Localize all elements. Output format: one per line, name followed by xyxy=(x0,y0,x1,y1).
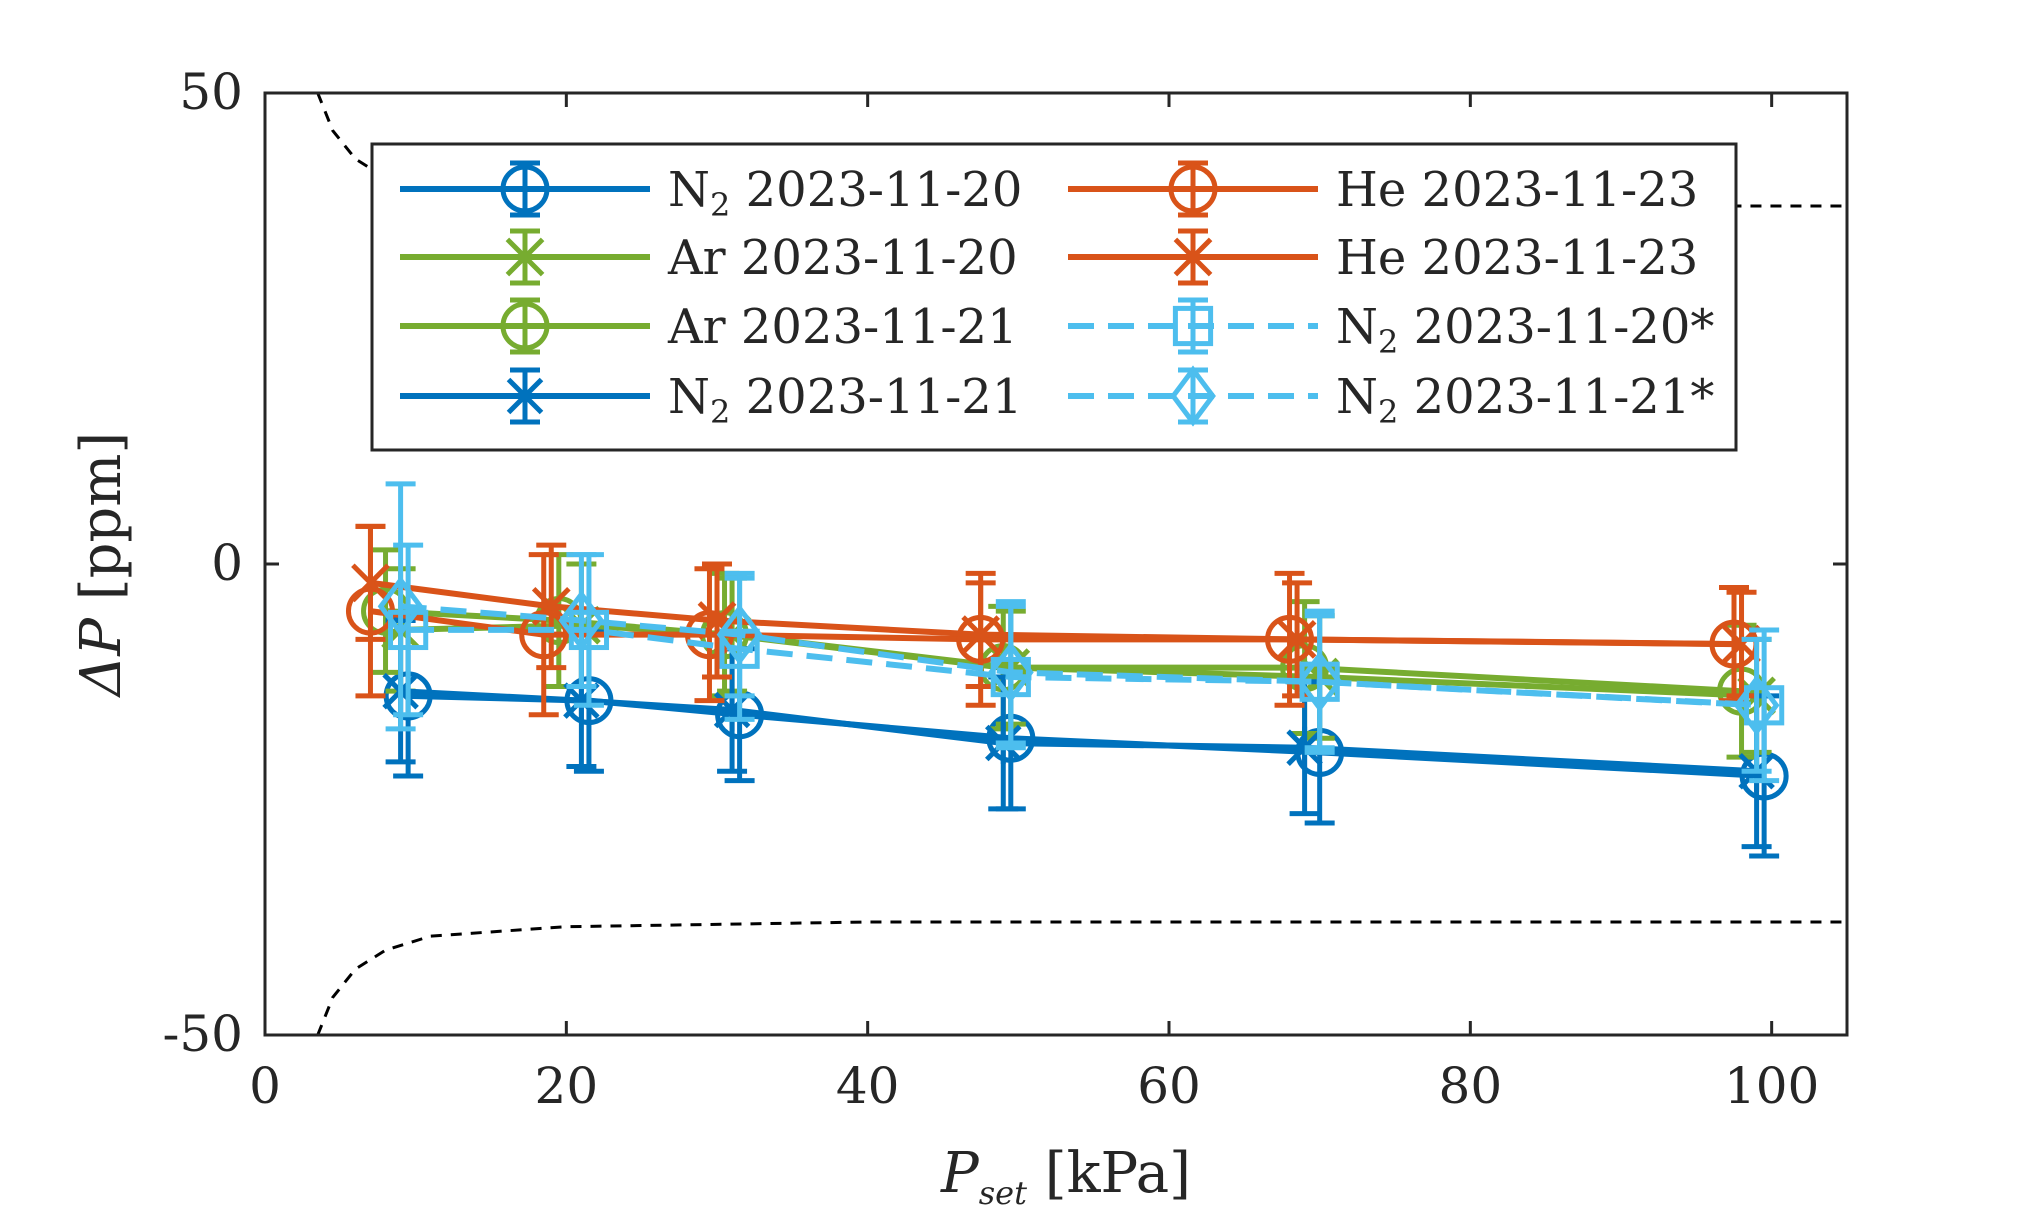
y-axis-title: ΔP [ppm] xyxy=(69,432,134,698)
y-tick-label: -50 xyxy=(162,1005,243,1063)
x-axis-title-main: P xyxy=(940,1141,980,1206)
chart: 0 20 40 60 80 100-50050 ΔP [ppm] Pset [kPa] N… xyxy=(0,0,2025,1215)
x-tick-label: 60 xyxy=(1137,1057,1201,1115)
x-tick-label: 20 xyxy=(535,1057,599,1115)
legend-label: He 2023-11-23 xyxy=(1336,162,1698,218)
x-tick-label: 40 xyxy=(836,1057,900,1115)
x-tick-label: 0 xyxy=(249,1057,281,1115)
x-axis-title-unit: [kPa] xyxy=(1045,1141,1191,1206)
legend-label: Ar 2023-11-21 xyxy=(667,299,1018,355)
y-axis-title-unit: [ppm] xyxy=(69,432,134,601)
y-tick-label: 0 xyxy=(211,534,243,592)
x-tick-label: 100 xyxy=(1724,1057,1819,1115)
legend-label: Ar 2023-11-20 xyxy=(667,230,1018,286)
x-axis-title: Pset [kPa] xyxy=(940,1141,1191,1212)
y-axis-title-main: ΔP xyxy=(69,617,134,698)
x-tick-label: 80 xyxy=(1439,1057,1503,1115)
x-axis-title-sub: set xyxy=(979,1174,1027,1212)
legend-label: He 2023-11-23 xyxy=(1336,230,1698,286)
y-tick-label: 50 xyxy=(179,63,243,121)
